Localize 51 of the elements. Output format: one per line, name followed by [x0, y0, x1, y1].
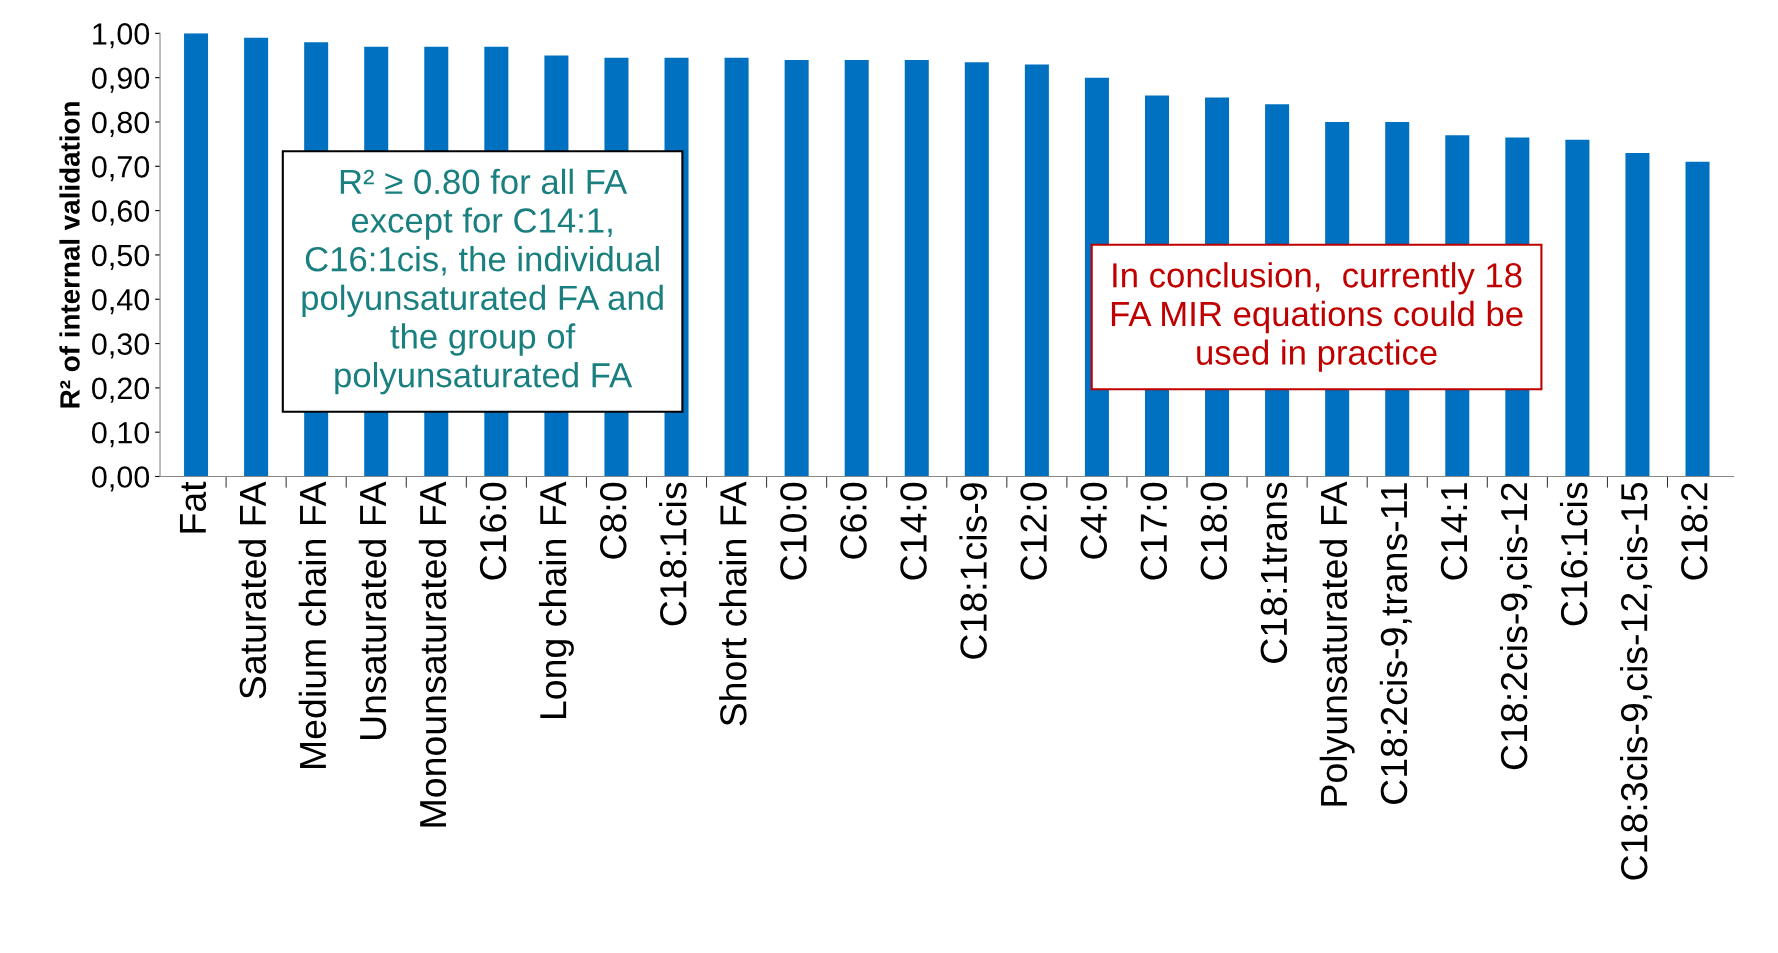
x-tick-label: C18:0 — [1200, 482, 1228, 580]
y-tick-label: 0,20 — [92, 377, 150, 403]
x-tick-label: C18:1cis-9 — [959, 483, 987, 659]
x-tick-label: Monounsaturated FA — [418, 481, 447, 827]
x-tick-label: Medium chain FA — [298, 481, 327, 768]
bar — [1625, 153, 1650, 477]
x-tick-label: Polyunsaturated FA — [1319, 481, 1355, 806]
x-tick-label: C4:0 — [1080, 482, 1107, 559]
x-tick-label: C18:2cis-9,cis-12 — [1499, 483, 1532, 770]
bar — [964, 62, 989, 477]
x-tick-label: Short chain FA — [719, 481, 747, 726]
bar — [1024, 64, 1049, 477]
bar — [244, 37, 269, 477]
x-tick-label: C18:2cis-9,trans-11 — [1379, 483, 1412, 804]
y-tick-label: 1,00 — [93, 23, 150, 49]
x-tick-label: C16:1cis — [1559, 482, 1588, 626]
y-tick-label: 0,60 — [92, 200, 150, 226]
y-tick-label: 0,80 — [92, 111, 150, 137]
annotation: In conclusion, currently 18 FA MIR equations could be used in practice — [1111, 262, 1523, 372]
y-axis-title: R² of internal validation — [59, 102, 80, 408]
bar — [1565, 139, 1590, 477]
annotation: R² ≥ 0.80 for all FA except for C14:1, C16:1cis, the individual polyunsaturated FA and the group of polyunsaturated FA — [302, 168, 663, 395]
bar — [784, 59, 809, 477]
x-tick-label: C17:0 — [1140, 482, 1168, 580]
y-tick-label: 0,50 — [92, 244, 150, 270]
y-tick-label: 0,10 — [92, 421, 150, 448]
y-tick-label: 0,40 — [92, 288, 150, 315]
x-tick-label: Long chain FA — [538, 481, 574, 719]
bar — [724, 57, 749, 477]
bar — [184, 33, 209, 477]
x-tick-label: C12:0 — [1020, 482, 1047, 580]
x-tick-label: C18:2 — [1681, 483, 1708, 580]
x-tick-label: C6:0 — [840, 482, 867, 559]
y-tick-label: 0,30 — [92, 333, 150, 359]
x-tick-label: C16:0 — [479, 482, 507, 580]
x-tick-label: Saturated FA — [238, 481, 267, 699]
x-tick-label: C18:3cis-9,cis-12,cis-15 — [1619, 482, 1652, 880]
bar — [1685, 161, 1710, 477]
x-tick-label: C14:0 — [900, 482, 927, 580]
x-tick-label: C18:1trans — [1260, 482, 1288, 663]
x-tick-label: C18:1cis — [659, 482, 687, 626]
x-tick-label: C10:0 — [780, 482, 807, 580]
bar — [904, 59, 929, 477]
y-tick-label: 0,00 — [92, 466, 150, 492]
x-tick-label: Unsaturated FA — [358, 481, 387, 740]
bar — [844, 59, 869, 477]
y-tick-label: 0,90 — [92, 67, 150, 93]
x-tick-label: C14:1 — [1440, 483, 1468, 580]
x-tick-label: C8:0 — [599, 482, 627, 559]
x-tick-label: Fat — [179, 481, 207, 533]
y-tick-label: 0,70 — [92, 156, 150, 182]
